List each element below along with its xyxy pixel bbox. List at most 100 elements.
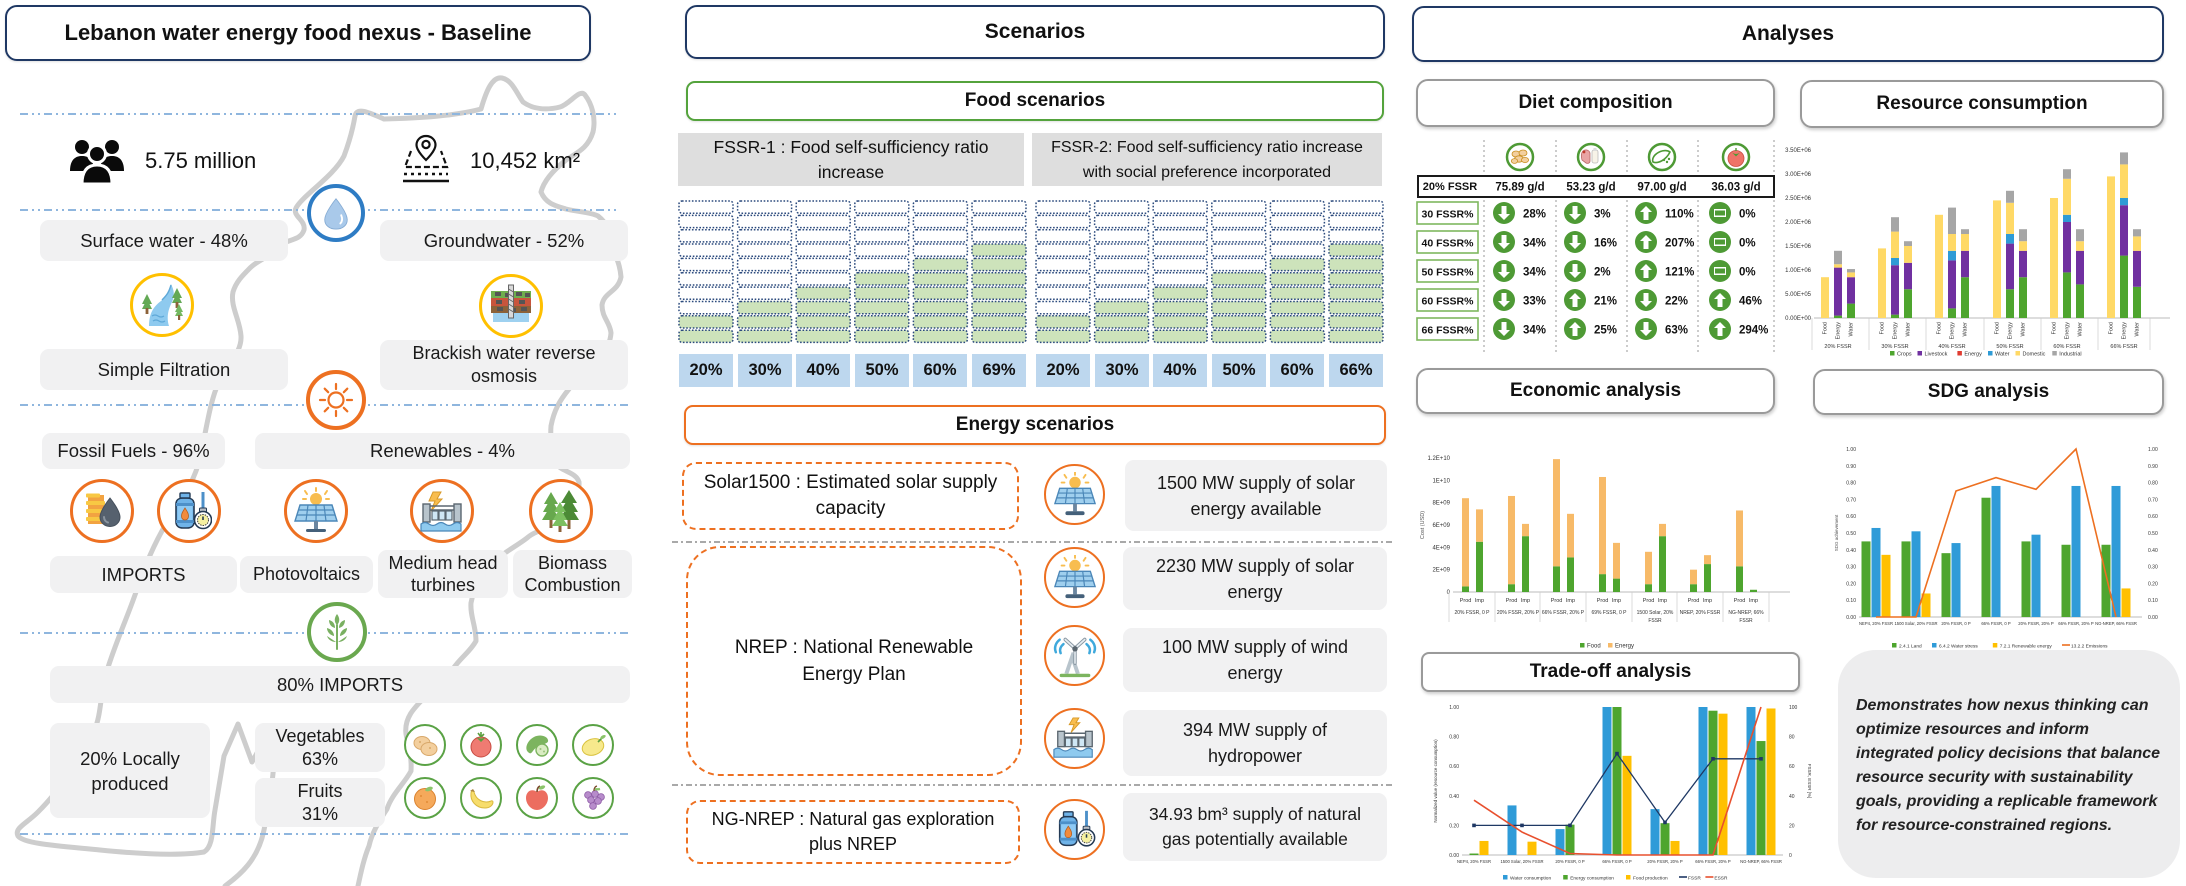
svg-text:Energy: Energy [1615, 644, 1634, 650]
svg-text:NG-NREP, 66% FSSR: NG-NREP, 66% FSSR [1740, 859, 1782, 864]
svg-text:0.40: 0.40 [2148, 548, 2158, 554]
svg-text:NREP, 20% FSSR: NREP, 20% FSSR [1680, 610, 1721, 616]
svg-text:Imp: Imp [1703, 598, 1712, 604]
svg-text:Prod: Prod [1688, 598, 1700, 604]
svg-text:Water consumption: Water consumption [1510, 876, 1551, 882]
svg-text:0.50: 0.50 [1846, 531, 1856, 537]
svg-text:Food: Food [1936, 322, 1942, 335]
svg-text:0.00E+00: 0.00E+00 [1785, 316, 1812, 322]
svg-text:63%: 63% [1665, 325, 1688, 337]
svg-text:21%: 21% [1594, 296, 1617, 308]
svg-text:1.00: 1.00 [1846, 447, 1856, 453]
svg-text:Energy consumption: Energy consumption [1570, 876, 1614, 882]
svg-text:1.00: 1.00 [1449, 705, 1459, 711]
svg-text:0.70: 0.70 [1846, 497, 1856, 503]
svg-text:0.60: 0.60 [1846, 514, 1856, 520]
svg-text:1.2E+10: 1.2E+10 [1427, 456, 1450, 462]
svg-text:Prod: Prod [1460, 598, 1472, 604]
svg-text:13.2.2 Emissions: 13.2.2 Emissions [2071, 644, 2108, 650]
svg-text:3.00E+06: 3.00E+06 [1785, 172, 1812, 178]
svg-text:7.2.1 Renewable energy: 7.2.1 Renewable energy [2000, 644, 2053, 650]
svg-text:2%: 2% [1594, 267, 1611, 279]
svg-text:SDG achievement: SDG achievement [1834, 514, 1839, 551]
svg-text:6.4.2 Water stress: 6.4.2 Water stress [1939, 644, 1978, 650]
svg-text:Prod: Prod [1734, 598, 1746, 604]
svg-text:FSSR: FSSR [1739, 618, 1753, 624]
svg-text:FSSR: FSSR [1648, 618, 1662, 624]
svg-text:5.00E+05: 5.00E+05 [1785, 292, 1812, 298]
svg-text:0.50: 0.50 [2148, 531, 2158, 537]
svg-text:30 FSSR%: 30 FSSR% [1422, 209, 1475, 221]
svg-text:2.4.1 Land: 2.4.1 Land [1899, 644, 1922, 650]
svg-text:2E+09: 2E+09 [1432, 568, 1450, 574]
svg-text:2.00E+06: 2.00E+06 [1785, 220, 1812, 226]
svg-text:0.90: 0.90 [2148, 464, 2158, 470]
svg-text:ESSR: ESSR [1714, 876, 1728, 882]
svg-text:Imp: Imp [1612, 598, 1621, 604]
svg-text:0.40: 0.40 [1846, 548, 1856, 554]
svg-text:Water: Water [1962, 322, 1968, 337]
svg-text:Crops: Crops [1897, 352, 1912, 358]
svg-text:Energy: Energy [2064, 322, 2070, 340]
svg-text:66% FSSR: 66% FSSR [2110, 344, 2137, 350]
svg-text:0.60: 0.60 [1449, 764, 1459, 770]
svg-text:0.90: 0.90 [1846, 464, 1856, 470]
svg-text:20% FSSR, 0 P: 20% FSSR, 0 P [1555, 859, 1585, 864]
svg-text:Prod: Prod [1597, 598, 1609, 604]
svg-text:Energy: Energy [1835, 322, 1841, 340]
svg-text:Energy: Energy [1964, 352, 1982, 358]
svg-text:Food: Food [1822, 322, 1828, 335]
svg-text:0: 0 [1789, 853, 1792, 859]
svg-text:Imp: Imp [1749, 598, 1758, 604]
svg-text:NEP4, 20% FSSR: NEP4, 20% FSSR [1457, 859, 1491, 864]
svg-text:0.20: 0.20 [2148, 581, 2158, 587]
svg-text:0%: 0% [1739, 209, 1756, 221]
svg-text:Energy: Energy [2121, 322, 2127, 340]
svg-text:1.00E+06: 1.00E+06 [1785, 268, 1812, 274]
svg-text:Energy: Energy [1892, 322, 1898, 340]
svg-text:Imp: Imp [1521, 598, 1530, 604]
svg-text:40% FSSR: 40% FSSR [1938, 344, 1965, 350]
svg-text:66 FSSR%: 66 FSSR% [1422, 325, 1475, 337]
svg-text:53.23 g/d: 53.23 g/d [1566, 182, 1615, 194]
svg-text:Water: Water [2134, 322, 2140, 337]
svg-text:40 FSSR%: 40 FSSR% [1422, 238, 1475, 250]
svg-text:36.03 g/d: 36.03 g/d [1711, 182, 1760, 194]
svg-text:Prod: Prod [1643, 598, 1655, 604]
svg-text:1500 Solar, 20% FSSR: 1500 Solar, 20% FSSR [1894, 621, 1937, 626]
svg-text:0.00: 0.00 [1449, 853, 1459, 859]
svg-text:0.20: 0.20 [1846, 581, 1856, 587]
svg-text:Prod: Prod [1551, 598, 1563, 604]
svg-text:20% FSSR, 0 P: 20% FSSR, 0 P [1454, 610, 1490, 616]
svg-text:0.10: 0.10 [2148, 598, 2158, 604]
svg-text:100: 100 [1789, 705, 1798, 711]
svg-text:3.50E+06: 3.50E+06 [1785, 148, 1812, 154]
svg-text:20% FSSR, 20% P: 20% FSSR, 20% P [1497, 610, 1540, 616]
svg-text:Cost (USD): Cost (USD) [1420, 511, 1426, 539]
svg-text:0.00: 0.00 [2148, 615, 2158, 621]
svg-text:Normalized value (resource con: Normalized value (resource consumption) [1433, 739, 1438, 823]
svg-text:Food: Food [1587, 644, 1601, 650]
svg-text:69% FSSR, 0 P: 69% FSSR, 0 P [1591, 610, 1627, 616]
svg-text:Imp: Imp [1566, 598, 1575, 604]
svg-text:60 FSSR%: 60 FSSR% [1422, 296, 1475, 308]
svg-text:Food: Food [2108, 322, 2114, 335]
svg-text:Domestic: Domestic [2023, 352, 2046, 358]
svg-text:60: 60 [1789, 764, 1795, 770]
svg-text:0.80: 0.80 [2148, 481, 2158, 487]
svg-text:0.40: 0.40 [1449, 794, 1459, 800]
svg-text:46%: 46% [1739, 296, 1762, 308]
svg-text:25%: 25% [1594, 325, 1617, 337]
svg-text:Water: Water [1905, 322, 1911, 337]
svg-text:Prod: Prod [1506, 598, 1518, 604]
svg-text:20: 20 [1789, 823, 1795, 829]
svg-text:Water: Water [1848, 322, 1854, 337]
svg-text:1.50E+06: 1.50E+06 [1785, 244, 1812, 250]
svg-text:1.00: 1.00 [2148, 447, 2158, 453]
svg-text:121%: 121% [1665, 267, 1694, 279]
svg-text:97.00 g/d: 97.00 g/d [1637, 182, 1686, 194]
svg-text:Food production: Food production [1633, 876, 1668, 882]
svg-text:50% FSSR: 50% FSSR [1996, 344, 2023, 350]
svg-text:0.80: 0.80 [1846, 481, 1856, 487]
svg-text:80: 80 [1789, 735, 1795, 741]
